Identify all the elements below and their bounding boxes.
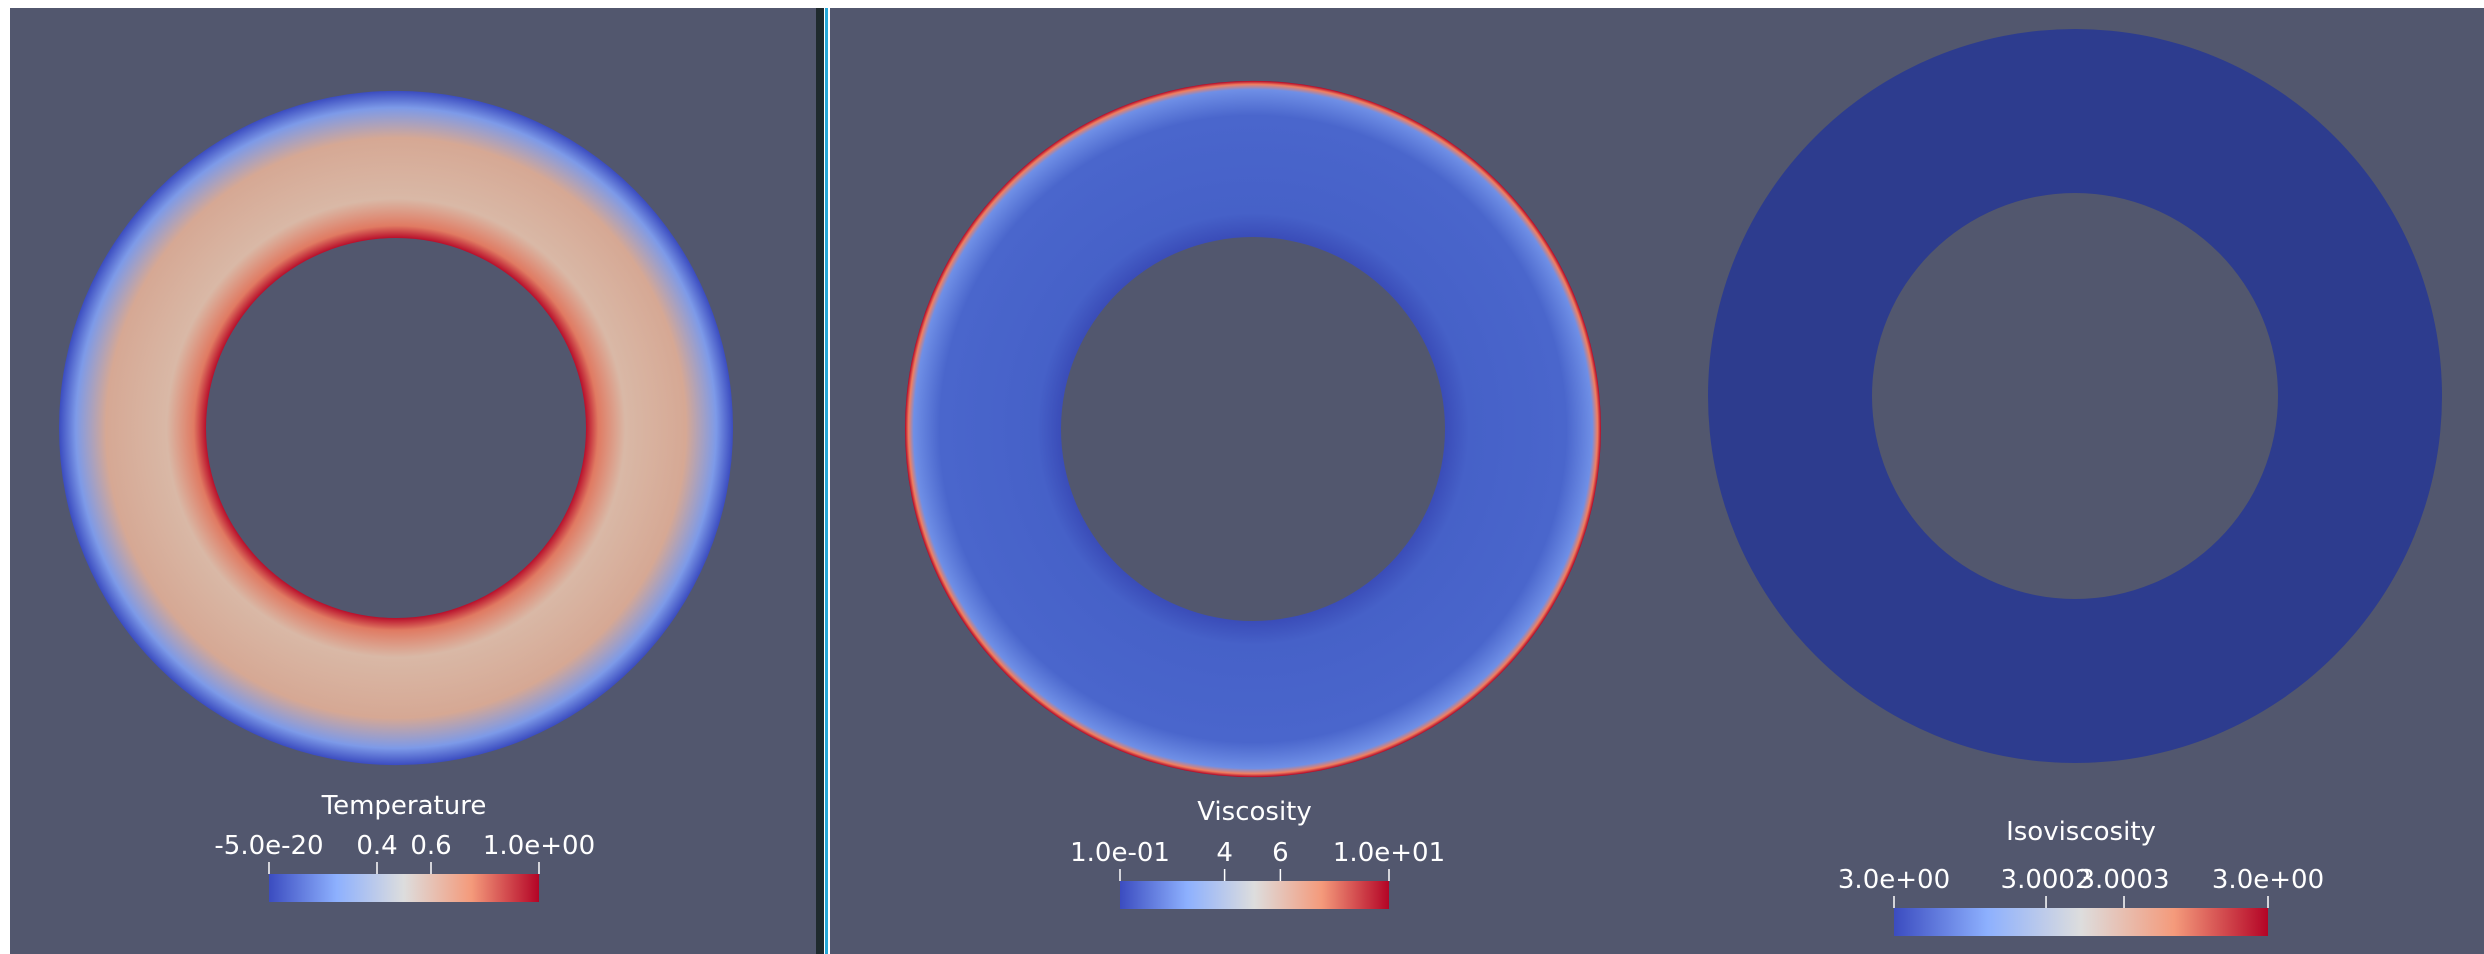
legend-tick-label: 3.0002 bbox=[2001, 865, 2092, 895]
legend-tick-label: 3.0003 bbox=[2079, 865, 2170, 895]
legend-tick-label: 3.0e+00 bbox=[2212, 865, 2324, 895]
legend-tick-label: 4 bbox=[1216, 838, 1233, 868]
viscosity-ring bbox=[904, 80, 1602, 778]
legend-title: Isoviscosity bbox=[2006, 817, 2156, 847]
legend-tick-label: 1.0e+01 bbox=[1333, 838, 1445, 868]
legend-tick-label: 1.0e-01 bbox=[1070, 838, 1170, 868]
legend-title: Viscosity bbox=[1197, 797, 1312, 827]
color-bar bbox=[1894, 908, 2268, 936]
temperature-ring bbox=[58, 90, 734, 766]
isoviscosity-ring bbox=[1708, 29, 2442, 763]
legend-tick-label: 1.0e+00 bbox=[483, 831, 595, 861]
color-bar bbox=[1120, 881, 1389, 909]
active-view-border bbox=[825, 8, 828, 954]
legend-tick-label: 3.0e+00 bbox=[1838, 865, 1950, 895]
legends: Temperature -5.0e-20 0.4 0.6 1.0e+00 Viscosit… bbox=[214, 791, 2324, 936]
legend-tick-label: 6 bbox=[1272, 838, 1289, 868]
divider[interactable] bbox=[816, 8, 824, 954]
legend-tick-label: 0.6 bbox=[410, 831, 451, 861]
legend-tick-label: 0.4 bbox=[356, 831, 397, 861]
legend-tick-label: -5.0e-20 bbox=[214, 831, 323, 861]
legend-title: Temperature bbox=[321, 791, 487, 821]
color-bar bbox=[269, 874, 539, 902]
